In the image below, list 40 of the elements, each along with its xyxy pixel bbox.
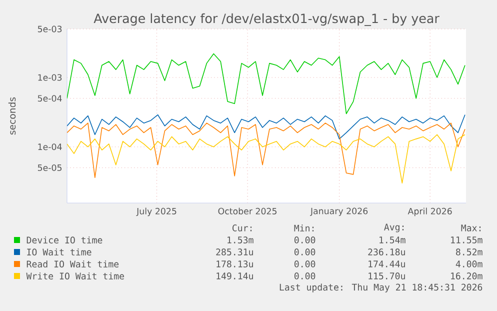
text: 174.44u <box>368 260 405 268</box>
legend-label: IO Wait time <box>27 248 92 256</box>
text: 0.00 <box>294 248 316 256</box>
line-series <box>67 114 466 140</box>
text: 8.52m <box>456 248 482 256</box>
x-tick-label: January 2026 <box>310 208 368 216</box>
text: Last update: Thu May 21 18:45:31 2026 <box>280 284 482 292</box>
text: 115.70u <box>368 272 405 280</box>
text: 16.20m <box>451 272 482 280</box>
y-tick-label: 5e-03 <box>38 26 62 32</box>
text: 149.14u <box>216 272 253 280</box>
text: 1.54m <box>380 236 406 244</box>
x-tick-label: October 2025 <box>218 208 277 214</box>
text: Min: <box>294 224 314 232</box>
y-tick-label: 5e-05 <box>38 164 62 171</box>
line-series <box>67 53 466 114</box>
y-tick-label: 1e-03 <box>38 74 62 81</box>
y-tick-label: 1e-04 <box>38 144 62 150</box>
legend-label: Write IO Wait time <box>26 272 124 280</box>
legend-label: Device IO time <box>26 236 102 244</box>
text: 0.00 <box>294 272 316 280</box>
line-series <box>67 134 466 184</box>
text: 0.00 <box>294 260 316 268</box>
y-tick-label: 5e-04 <box>38 95 62 102</box>
x-tick-label: July 2025 <box>136 208 176 216</box>
text: Avg: <box>384 224 404 232</box>
text: 178.13u <box>216 260 253 268</box>
y-axis-title: seconds <box>8 97 16 135</box>
text: 0.00 <box>294 236 316 244</box>
line-series <box>67 122 466 178</box>
legend-label: Read IO Wait time <box>26 260 119 268</box>
text: Cur: <box>232 224 252 232</box>
text: 11.55m <box>451 236 482 244</box>
chart-title: Average latency for /dev/elastx01-vg/swap_1 - by year <box>94 13 440 26</box>
text: 285.31u <box>216 248 253 256</box>
text: 4.00m <box>456 260 482 268</box>
x-tick-label: April 2026 <box>408 208 452 216</box>
text: 1.53m <box>228 236 254 244</box>
text: Max: <box>461 224 481 232</box>
text: 236.18u <box>368 248 405 256</box>
